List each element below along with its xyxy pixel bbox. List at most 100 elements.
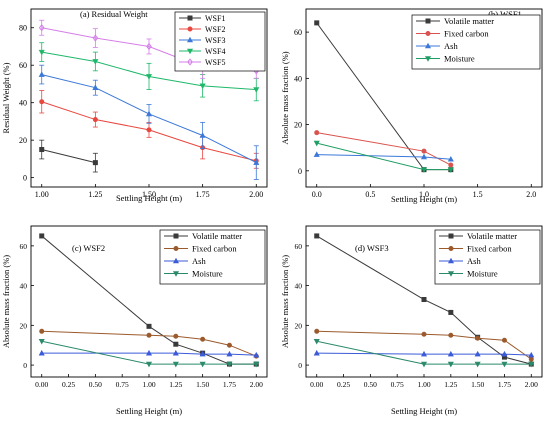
series-moisture [313,140,454,173]
x-tick-label: 2.00 [525,380,538,389]
x-tick-label: 0.25 [62,380,75,389]
series-wsf3 [38,64,260,180]
y-tick-label: 40 [19,99,27,108]
data-point [421,331,427,337]
x-tick-label: 1.25 [444,380,457,389]
series-moisture [313,338,535,368]
x-tick-label: 1.00 [142,380,155,389]
legend-marker [172,257,180,264]
data-point [92,84,99,90]
series-line [41,340,257,365]
data-point [92,160,98,166]
legend-item: WSF2 [179,25,225,34]
data-point [501,337,507,343]
data-point [172,349,179,356]
x-tick-label: 1.5 [473,190,483,199]
data-point [39,147,45,153]
legend-item: WSF4 [179,47,225,56]
x-tick-label: 2.0 [526,190,536,199]
data-point [447,167,454,173]
legend-marker [186,48,194,55]
x-tick-label: 1.50 [142,190,156,199]
data-point [226,361,233,368]
legend-marker [187,26,193,32]
legend-item: Fixed carbon [416,29,489,39]
y-tick-label: 0 [23,361,27,370]
data-point [199,361,206,368]
series-ash [313,349,535,358]
legend-box [411,14,541,70]
x-tick-label: 0.50 [364,380,377,389]
data-point [146,332,152,338]
data-point [528,351,535,358]
legend-label: Fixed carbon [192,244,237,254]
data-point [38,349,45,356]
data-point [38,24,45,32]
series-fixed-carbon [314,328,534,362]
series-line [41,330,257,357]
data-point [92,117,98,123]
y-tick-label: 60 [20,242,28,251]
data-point [38,49,45,56]
x-tick-label: 1.00 [417,380,430,389]
legend-label: Volatile matter [192,231,242,241]
legend-marker [447,257,455,264]
chart-title: (b) WSF1 [488,9,522,19]
legend-label: Moisture [467,269,498,279]
x-tick-label: 1.50 [196,380,209,389]
data-point [314,328,320,334]
data-point [92,34,99,42]
data-point [146,42,152,51]
legend-box [434,229,541,285]
data-point [253,351,260,358]
legend-marker [448,233,454,239]
panel-wsf1: 0.0 0.5 1.0 1.5 2.0 0 20 40 60 Settling Height (m… [280,8,543,204]
legend-marker [447,271,455,277]
x-axis-label: Settling Height (m) [116,193,182,203]
data-point [199,83,206,90]
data-point [474,350,481,357]
y-axis-label: Residual Weight (%) [1,62,11,133]
series-wsf1 [39,139,98,173]
legend-label: Ash [192,256,206,266]
series-ash [313,151,454,162]
chart-title: (d) WSF3 [355,243,389,253]
data-point [447,361,454,368]
legend-label: WSF3 [205,36,225,45]
y-tick-label: 40 [294,74,302,83]
y-tick-label: 20 [295,321,303,330]
data-point [528,361,535,368]
series-line [316,154,451,160]
legend-item: Fixed carbon [164,244,237,254]
x-tick-label: 1.75 [196,190,210,199]
series-ash [38,349,260,358]
data-point [313,140,320,147]
legend-label: Moisture [444,54,475,64]
data-point [226,342,232,348]
legend-item: Ash [416,41,458,51]
x-tick-label: 0.75 [116,380,129,389]
panel-wsf2: 0.00 0.25 0.50 0.75 1.00 1.25 1.50 1.75 2.00 0 20 4… [1,225,268,416]
data-point [421,148,427,154]
data-point [420,167,428,173]
legend-marker [172,271,180,277]
data-point [474,361,481,368]
legend-marker [173,233,179,239]
data-point [448,162,454,168]
data-point [92,59,99,65]
y-tick-label: 60 [295,242,303,251]
x-tick-label: 2.00 [250,380,263,389]
legend: Volatile matter Fixed carbon Ash Moisture [434,229,541,285]
legend-item: Moisture [416,54,475,64]
chart-title: (a) Residual Weight [80,9,148,19]
data-point [39,328,45,334]
x-tick-label: 0.0 [312,190,322,199]
panel-wsf3: 0.00 0.25 0.50 0.75 1.00 1.25 1.50 1.75 2.00 0 20 4… [280,225,543,416]
series-wsf4 [38,42,260,102]
legend-label: Ash [467,256,481,266]
legend-item: WSF1 [179,14,225,23]
data-point [501,350,508,357]
data-point [313,349,320,356]
data-point [253,361,260,368]
